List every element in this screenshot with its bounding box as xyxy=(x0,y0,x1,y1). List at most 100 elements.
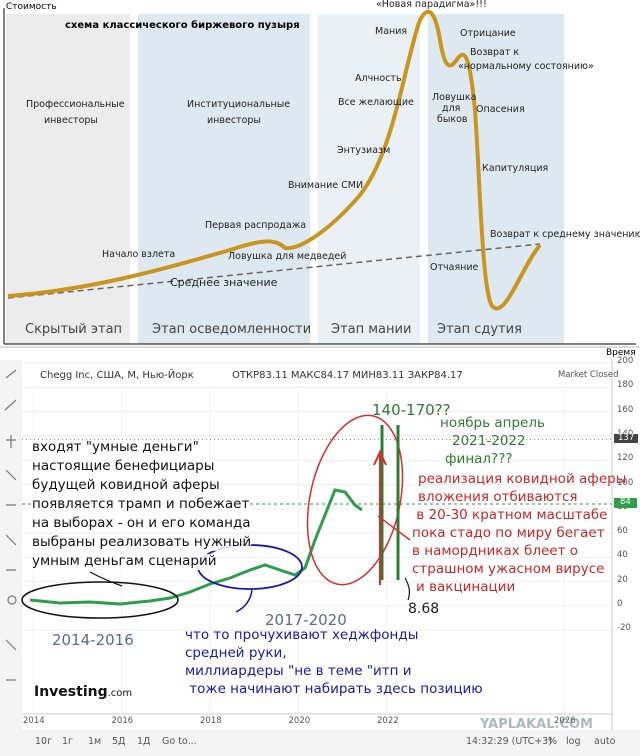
label: Ловушка xyxy=(432,92,477,103)
label: Институциональные xyxy=(187,99,291,110)
ohlc: ОТКР83.11 МАКС84.17 МИН83.11 ЗАКР84.17 xyxy=(232,370,463,381)
toolbar-button[interactable]: 5Д xyxy=(112,736,126,747)
marker-price: 137 xyxy=(614,433,639,444)
stage: Этап осведомленности xyxy=(152,322,312,337)
price-tick-label: 40 xyxy=(617,550,628,561)
note-line: будущей ковидной аферы xyxy=(32,477,220,494)
logo: Investing.com xyxy=(34,684,132,700)
diagram-title: схема классического биржевого пузыря xyxy=(65,20,300,31)
low-pointer xyxy=(404,577,411,601)
price-tick-label: 160 xyxy=(617,404,634,415)
stage: Скрытый этап xyxy=(25,322,123,337)
year-tick-label: 2014 xyxy=(23,716,45,726)
label: быков xyxy=(437,114,468,125)
bottom-toolbar xyxy=(0,730,640,756)
drawing-toolbar xyxy=(0,360,22,730)
low-label: 8.68 xyxy=(408,601,440,617)
screenshot-panel xyxy=(0,347,640,756)
price-tick-label: 200 xyxy=(617,356,634,366)
note-line: вложения отбиваются xyxy=(418,489,578,505)
year-tick-label: 2026 xyxy=(554,716,576,726)
logo-suffix: .com xyxy=(107,688,133,699)
phase-panel xyxy=(428,14,564,344)
price-tick-label: 0 xyxy=(617,599,623,609)
note-line: реализация ковидной аферы xyxy=(418,471,627,487)
label: Возврат к xyxy=(470,47,520,58)
label: для xyxy=(442,103,461,114)
logo-main: Investing xyxy=(34,684,108,700)
label: Все желающие xyxy=(338,97,414,108)
toolbar-button[interactable]: 1г xyxy=(62,736,74,747)
note-line: в намордниках блеет о xyxy=(412,543,578,559)
label: Внимание СМИ xyxy=(288,180,364,191)
label: Опасения xyxy=(476,104,525,115)
note-line: пока стадо по миру бегает xyxy=(412,525,605,541)
price-tick-label: 20 xyxy=(617,574,628,585)
red-pointer xyxy=(377,515,411,541)
note-line: финал??? xyxy=(445,451,513,467)
clock: 14:32:29 (UTC+3) xyxy=(466,736,552,747)
label: Профессиональные xyxy=(26,99,125,110)
note-line: входят "умные деньги" xyxy=(32,439,199,456)
toolbar-button[interactable]: Go to... xyxy=(162,736,197,747)
instrument: Chegg Inc, США, М, Нью-Йорк xyxy=(40,370,194,381)
scale-option[interactable]: log xyxy=(566,736,581,747)
price-tick-label: 180 xyxy=(617,380,634,391)
note-line: что то прочухивают хеджфонды xyxy=(185,627,419,643)
toolbar-button[interactable]: 1м xyxy=(88,736,102,747)
blue-arrow xyxy=(235,589,253,613)
price-tick-label: 120 xyxy=(617,453,634,464)
note-line: ноябрь апрель xyxy=(440,415,545,431)
price-tick-label: 60 xyxy=(617,526,628,537)
label: Первая распродажа xyxy=(205,220,307,231)
label: Капитуляция xyxy=(482,163,549,174)
label: Среднее значение xyxy=(170,276,278,289)
year-tick-label: 2020 xyxy=(288,716,311,726)
scale-option[interactable]: auto xyxy=(594,736,616,747)
note-line: миллиардеры "не в теме "итп и xyxy=(185,663,412,679)
note-line: средней руки, xyxy=(185,645,287,661)
note-line: тоже начинают набирать здесь позицию xyxy=(185,681,483,697)
scale-option[interactable]: % xyxy=(548,736,558,747)
watermark: YAPLAKAL.COM xyxy=(480,717,593,732)
label: Начало взлета xyxy=(102,249,176,260)
label: инвесторы xyxy=(207,115,261,126)
note-line: выбраны реализовать нужный xyxy=(32,534,252,551)
label: Отрицание xyxy=(460,28,516,39)
note-line: настоящие бенефициары xyxy=(32,458,215,475)
label: Отчаяние xyxy=(430,262,479,273)
year-tick-label: 2022 xyxy=(377,716,399,726)
black-arrow xyxy=(89,571,123,587)
toolbar-icons xyxy=(4,369,17,681)
note-line: и вакцинации xyxy=(416,579,516,595)
note-line: умным деньгам сценарий xyxy=(32,553,217,570)
mean-line xyxy=(7,243,541,299)
market-status: Market Closed xyxy=(558,370,619,380)
note-line: страшном ужасном вирусе xyxy=(412,561,605,577)
period-label: 2014-2016 xyxy=(52,631,134,649)
label: Возврат к среднему значению xyxy=(490,229,640,240)
red-arrow xyxy=(373,449,387,585)
toolbar-button[interactable]: 1Д xyxy=(137,736,151,747)
note-line: 2021-2022 xyxy=(452,433,526,449)
bubble-curve xyxy=(7,9,542,311)
note-line: появляется трамп и побежает xyxy=(32,496,250,513)
label: «нормальному состоянию» xyxy=(458,61,594,72)
label: Мания xyxy=(375,26,408,37)
label: Алчность xyxy=(355,73,402,84)
period-label: 2017-2020 xyxy=(265,611,347,629)
stage: Этап мании xyxy=(331,322,412,337)
stage: Этап сдутия xyxy=(437,322,522,337)
value-axis-label: Стоимость xyxy=(6,2,57,12)
black-ellipse xyxy=(21,581,179,619)
price-candles xyxy=(29,488,363,606)
label: «Новая парадигма»!!! xyxy=(376,0,487,10)
toolbar-button[interactable]: 10г xyxy=(35,736,53,747)
last-price: 84 xyxy=(614,497,637,508)
label: Ловушка для медведей xyxy=(228,251,347,262)
note-line: на выборах - он и его команда xyxy=(32,515,251,532)
price-tick-label: -20 xyxy=(617,623,631,634)
price-tick-label: 100 xyxy=(617,477,634,488)
